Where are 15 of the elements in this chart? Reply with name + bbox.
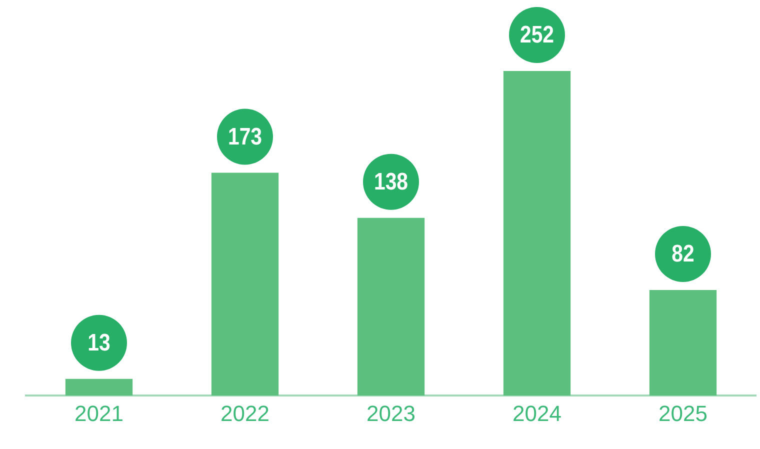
bar [65, 378, 133, 396]
bar [649, 290, 717, 396]
bar [211, 172, 279, 396]
x-tick-label: 2024 [512, 400, 562, 426]
x-tick-label: 2022 [220, 400, 270, 426]
x-tick-label: 2023 [366, 400, 416, 426]
data-label: 252 [520, 21, 554, 48]
data-label: 82 [672, 240, 694, 267]
x-tick-label: 2021 [74, 400, 124, 426]
data-label: 138 [374, 168, 408, 195]
data-label: 13 [88, 328, 110, 356]
data-label: 173 [228, 122, 262, 150]
x-tick-label: 2025 [658, 400, 708, 426]
bar [357, 218, 425, 396]
bar [503, 71, 571, 396]
